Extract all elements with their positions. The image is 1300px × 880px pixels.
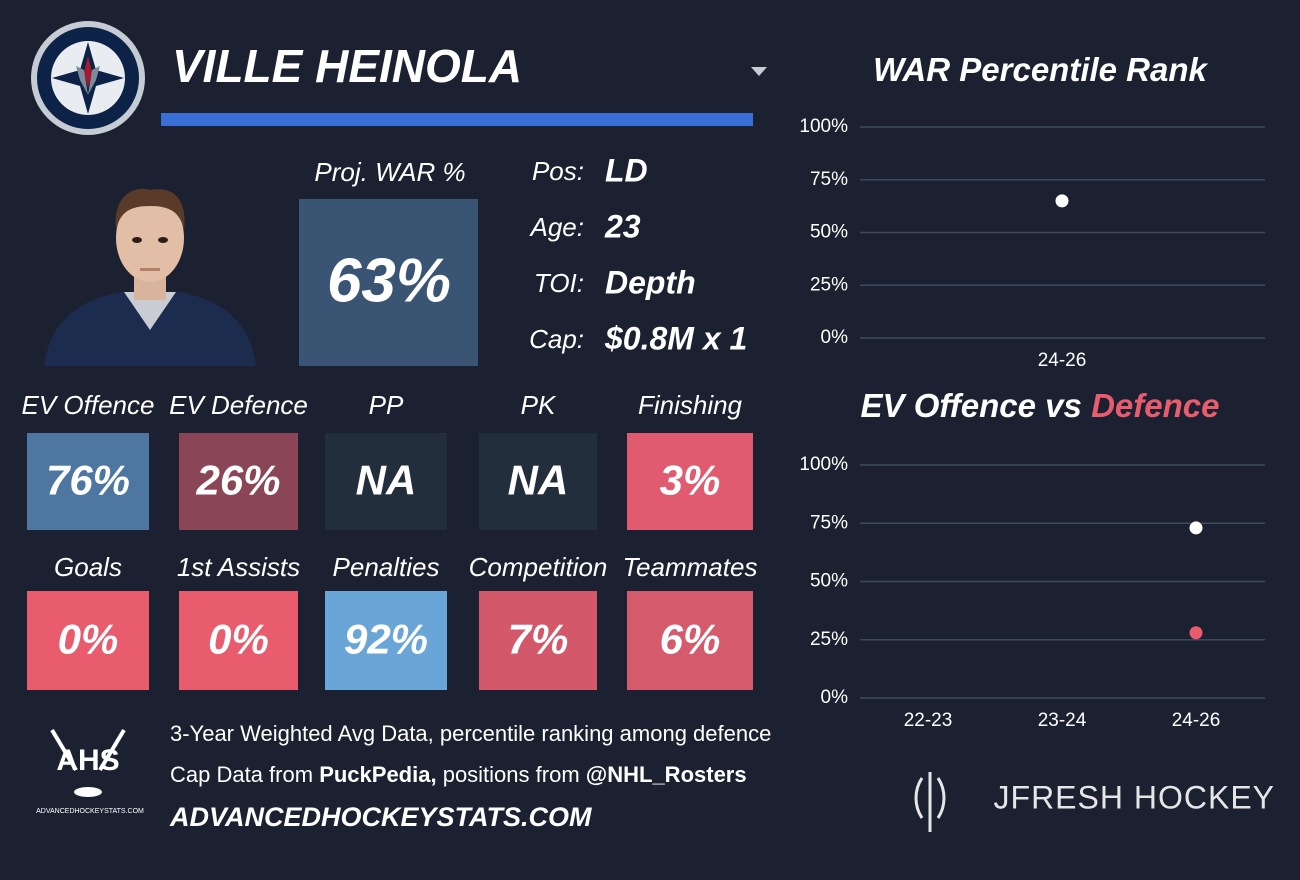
tile-box: [325, 433, 447, 530]
info-label: TOI:: [534, 268, 584, 298]
tile-label: PP: [369, 390, 404, 420]
tile-box: [627, 433, 753, 530]
brand-logo: [914, 772, 946, 832]
credit-source[interactable]: @NHL_Rosters: [586, 762, 747, 787]
tile-value: 26%: [195, 457, 280, 504]
tile-label: Teammates: [623, 552, 758, 582]
tile-value: NA: [508, 457, 569, 504]
proj-war-value: 63%: [327, 246, 451, 315]
tile-value: NA: [356, 457, 417, 504]
y-tick-label: 75%: [810, 169, 848, 190]
chart-title-text: WAR Percentile Rank: [873, 51, 1208, 88]
team-logo: [31, 21, 145, 135]
y-tick-label: 100%: [799, 116, 848, 137]
chart-title: WAR Percentile Rank: [873, 51, 1208, 88]
tile-box: [627, 591, 753, 690]
info-list: Pos: LD Age: 23 TOI: Depth Cap: $0.8M x 1: [529, 152, 748, 356]
player-photo: [44, 188, 256, 366]
tile-label: Goals: [54, 552, 122, 582]
info-label: Age:: [529, 212, 585, 242]
tile-label: PK: [521, 390, 557, 420]
info-label: Pos:: [532, 156, 584, 186]
tile-label: Finishing: [638, 390, 743, 420]
tile-value: 6%: [660, 616, 721, 663]
name-underline: [161, 113, 753, 126]
info-value: 23: [604, 208, 641, 244]
y-tick-label: 75%: [810, 512, 848, 533]
tile-value: 0%: [208, 616, 269, 663]
tile-box: [179, 433, 298, 530]
y-tick-label: 0%: [821, 687, 849, 708]
credit-source[interactable]: PuckPedia,: [319, 762, 436, 787]
proj-war-label: Proj. WAR %: [314, 157, 465, 187]
info-label: Cap:: [529, 324, 584, 354]
data-point: [1189, 626, 1203, 640]
tile-box: [179, 591, 298, 690]
tile-box: [27, 433, 149, 530]
credit-text: Cap Data from: [170, 762, 313, 787]
info-value: Depth: [605, 264, 696, 300]
tile-value: 92%: [344, 616, 428, 663]
ahs-logo-caption: ADVANCEDHOCKEYSTATS.COM: [36, 808, 144, 815]
credit-text: positions from: [443, 762, 580, 787]
tile-label: EV Defence: [169, 390, 308, 420]
proj-war-box: [299, 199, 478, 366]
ahs-logo-text: AHS: [56, 744, 119, 777]
x-tick-label: 24-26: [1038, 350, 1087, 371]
legend-entry: Defence: [1091, 387, 1219, 424]
charts: WAR Percentile Rank0%25%50%75%100%24-26E…: [799, 51, 1265, 731]
y-tick-label: 100%: [799, 454, 848, 475]
x-tick-label: 23-24: [1038, 710, 1087, 731]
dropdown-arrow[interactable]: [751, 67, 767, 76]
ahs-logo: AHS ADVANCEDHOCKEYSTATS.COM: [36, 728, 144, 815]
x-tick-label: 24-26: [1172, 710, 1221, 731]
tile-value: 3%: [660, 457, 721, 504]
stat-tiles: EV Offence 76% EV Defence 26% PP NA PK NA Finish…: [22, 390, 758, 690]
chart: EV Offence vs Defence 0% 25% 50% 75% 100% 22-2…: [799, 387, 1265, 731]
info-value: LD: [605, 152, 648, 188]
x-tick-label: 22-23: [904, 710, 953, 731]
y-tick-label: 50%: [810, 571, 848, 592]
tile-box: [479, 591, 597, 690]
footer-site[interactable]: ADVANCEDHOCKEYSTATS.COM: [169, 802, 592, 832]
tile-label: Penalties: [333, 552, 440, 582]
tile-box: [479, 433, 597, 530]
player-name: VILLE HEINOLA: [172, 40, 522, 92]
data-point: [1189, 521, 1203, 535]
y-tick-label: 25%: [810, 274, 848, 295]
y-tick-label: 25%: [810, 629, 848, 650]
y-tick-label: 50%: [810, 222, 848, 243]
chart: WAR Percentile Rank 0% 25% 50% 75% 100% 24-26: [799, 51, 1265, 371]
footer-credits: Cap Data from PuckPedia, positions from …: [170, 762, 747, 787]
tile-value: 0%: [58, 616, 119, 663]
footer-note: 3-Year Weighted Avg Data, percentile ran…: [170, 721, 771, 746]
tile-value: 7%: [508, 616, 569, 663]
brand-text: JFRESH HOCKEY: [994, 779, 1275, 815]
tile-box: [325, 591, 447, 690]
tile-value: 76%: [46, 457, 130, 504]
tile-label: EV Offence: [22, 390, 155, 420]
tile-box: [27, 591, 149, 690]
tile-label: Competition: [469, 552, 608, 582]
chart-title: EV Offence vs Defence: [861, 387, 1220, 424]
tile-label: 1st Assists: [177, 552, 300, 582]
info-value: $0.8M x 1: [604, 320, 747, 356]
data-point: [1055, 194, 1069, 208]
chart-title-text: EV Offence vs: [861, 387, 1082, 424]
y-tick-label: 0%: [821, 327, 849, 348]
